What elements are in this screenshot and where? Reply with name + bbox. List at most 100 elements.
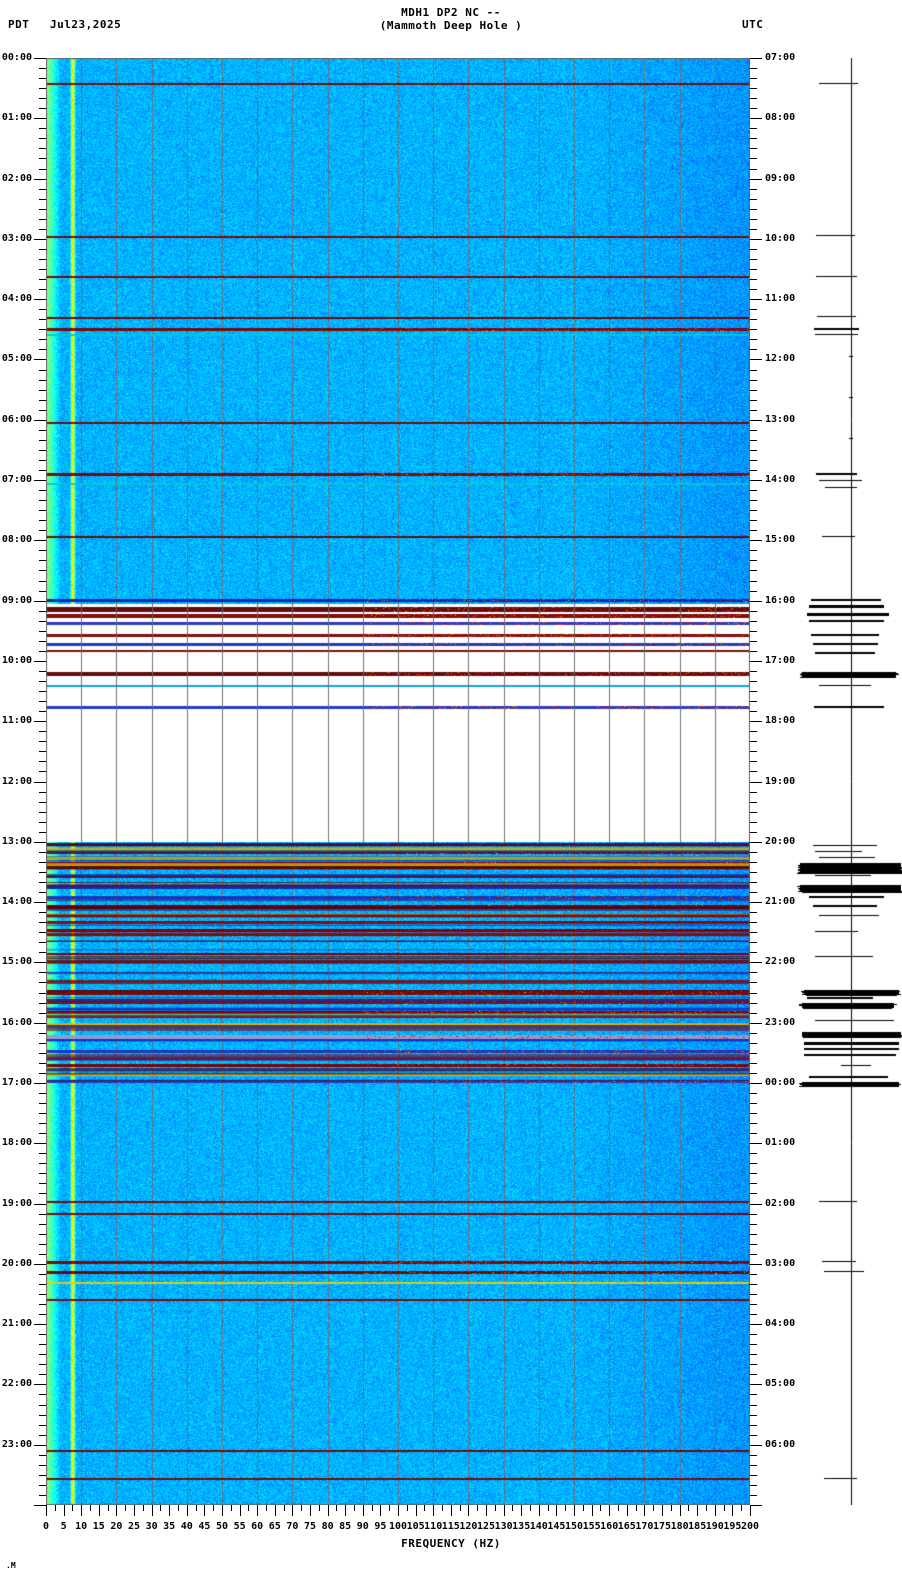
frequency-minor-tick xyxy=(424,1505,425,1511)
right-minor-tick xyxy=(750,440,757,441)
frequency-label: 10 xyxy=(75,1521,88,1532)
left-minor-tick xyxy=(39,1173,46,1174)
left-minor-tick xyxy=(39,932,46,933)
frequency-major-tick xyxy=(240,1505,241,1516)
left-minor-tick xyxy=(39,1284,46,1285)
left-minor-tick xyxy=(39,1214,46,1215)
right-time-label: 11:00 xyxy=(765,293,796,304)
station-name-title: (Mammoth Deep Hole ) xyxy=(379,19,523,32)
right-time-label: 07:00 xyxy=(765,52,796,63)
left-time-label: 17:00 xyxy=(1,1077,32,1088)
frequency-major-tick xyxy=(574,1505,575,1516)
right-minor-tick xyxy=(750,1043,757,1044)
left-minor-tick xyxy=(39,1153,46,1154)
left-minor-tick xyxy=(39,641,46,642)
frequency-major-tick xyxy=(292,1505,293,1516)
left-minor-tick xyxy=(39,1013,46,1014)
right-minor-tick xyxy=(750,942,757,943)
left-minor-tick xyxy=(39,1364,46,1365)
frequency-label: 105 xyxy=(406,1521,425,1532)
frequency-major-tick xyxy=(152,1505,153,1516)
left-minor-tick xyxy=(39,1455,46,1456)
right-major-tick xyxy=(750,1204,762,1205)
frequency-major-tick xyxy=(99,1505,100,1516)
frequency-label: 30 xyxy=(145,1521,158,1532)
right-minor-tick xyxy=(750,932,757,933)
left-minor-tick xyxy=(39,1425,46,1426)
frequency-axis-title: FREQUENCY (HZ) xyxy=(401,1537,501,1550)
left-minor-tick xyxy=(39,912,46,913)
left-minor-tick xyxy=(39,209,46,210)
left-time-label: 09:00 xyxy=(1,595,32,606)
right-minor-tick xyxy=(750,681,757,682)
left-minor-tick xyxy=(39,1314,46,1315)
left-minor-tick xyxy=(39,1435,46,1436)
right-minor-tick xyxy=(750,1364,757,1365)
frequency-label: 20 xyxy=(110,1521,123,1532)
right-minor-tick xyxy=(750,209,757,210)
right-minor-tick xyxy=(750,1374,757,1375)
left-minor-tick xyxy=(39,68,46,69)
frequency-label: 200 xyxy=(740,1521,760,1532)
right-minor-tick xyxy=(750,1173,757,1174)
right-time-label: 06:00 xyxy=(765,1439,796,1450)
right-minor-tick xyxy=(750,982,757,983)
right-minor-tick xyxy=(750,792,757,793)
left-time-label: 04:00 xyxy=(1,293,32,304)
left-minor-tick xyxy=(39,148,46,149)
right-minor-tick xyxy=(750,1013,757,1014)
frequency-major-tick xyxy=(715,1505,716,1516)
spectrogram-plot[interactable] xyxy=(46,58,750,1505)
right-minor-tick xyxy=(750,148,757,149)
left-minor-tick xyxy=(39,1133,46,1134)
frequency-label: 130 xyxy=(494,1521,513,1532)
amplitude-trace-panel[interactable] xyxy=(795,58,902,1505)
left-minor-tick xyxy=(39,490,46,491)
frequency-label: 5 xyxy=(60,1521,67,1532)
left-major-tick xyxy=(34,420,46,421)
left-minor-tick xyxy=(39,982,46,983)
left-minor-tick xyxy=(39,711,46,712)
frequency-label: 175 xyxy=(652,1521,672,1532)
left-minor-tick xyxy=(39,1103,46,1104)
right-minor-tick xyxy=(750,269,757,270)
frequency-minor-tick xyxy=(600,1505,601,1511)
right-time-label: 20:00 xyxy=(765,836,796,847)
frequency-minor-tick xyxy=(389,1505,390,1511)
frequency-minor-tick xyxy=(319,1505,320,1511)
left-minor-tick xyxy=(39,1033,46,1034)
left-time-label: 01:00 xyxy=(1,112,32,123)
right-minor-tick xyxy=(750,872,757,873)
left-minor-tick xyxy=(39,1374,46,1375)
frequency-minor-tick xyxy=(372,1505,373,1511)
left-minor-tick xyxy=(39,1093,46,1094)
frequency-label: 95 xyxy=(374,1521,387,1532)
left-minor-tick xyxy=(39,78,46,79)
left-minor-tick xyxy=(39,832,46,833)
right-minor-tick xyxy=(750,771,757,772)
frequency-label: 150 xyxy=(564,1521,584,1532)
right-minor-tick xyxy=(750,309,757,310)
left-major-tick xyxy=(34,299,46,300)
left-time-label: 07:00 xyxy=(1,474,32,485)
right-minor-tick xyxy=(750,972,757,973)
frequency-major-tick xyxy=(539,1505,540,1516)
frequency-label: 75 xyxy=(303,1521,317,1532)
right-time-label: 22:00 xyxy=(765,956,796,967)
left-major-tick xyxy=(34,239,46,240)
right-minor-tick xyxy=(750,219,757,220)
left-time-label: 10:00 xyxy=(1,655,32,666)
right-minor-tick xyxy=(750,751,757,752)
right-minor-tick xyxy=(750,651,757,652)
left-end-tick xyxy=(34,1505,46,1506)
frequency-label: 0 xyxy=(42,1521,50,1532)
right-minor-tick xyxy=(750,410,757,411)
left-time-label: 16:00 xyxy=(1,1017,32,1028)
left-time-label: 14:00 xyxy=(1,896,32,907)
right-minor-tick xyxy=(750,430,757,431)
left-major-tick xyxy=(34,179,46,180)
frequency-minor-tick xyxy=(530,1505,531,1511)
left-minor-tick xyxy=(39,741,46,742)
left-minor-tick xyxy=(39,1294,46,1295)
left-minor-tick xyxy=(39,761,46,762)
